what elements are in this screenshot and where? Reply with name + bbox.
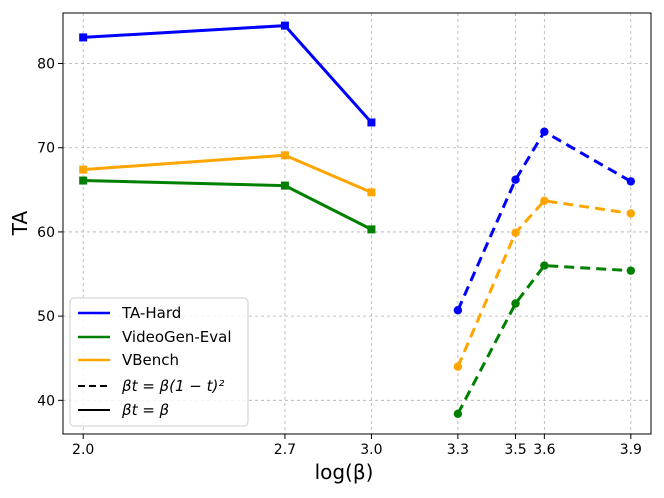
legend-label-ta-hard: TA-Hard xyxy=(121,304,181,322)
data-point xyxy=(540,127,549,136)
plot-area-frame xyxy=(62,12,652,435)
data-point xyxy=(367,118,376,127)
data-point xyxy=(367,188,376,197)
series-line xyxy=(456,264,631,415)
x-tick-label: 3.5 xyxy=(504,442,526,458)
y-axis-label: TA xyxy=(8,211,32,237)
data-point xyxy=(626,177,636,186)
x-tick-label: 3.9 xyxy=(620,442,642,458)
legend-box xyxy=(69,297,249,427)
legend-label-solid-schedule: βt = β xyxy=(121,401,170,419)
data-point xyxy=(453,362,463,371)
data-point xyxy=(540,261,549,270)
y-tick-label: 60 xyxy=(37,225,55,241)
legend: TA-Hard VideoGen-Eval VBench βt = β(1 − … xyxy=(69,297,249,427)
data-point xyxy=(79,33,88,42)
series-videogen-eval-quadratic xyxy=(453,261,636,418)
series-videogen-eval-constant xyxy=(79,176,376,234)
series-line xyxy=(83,24,373,124)
y-tick-label: 70 xyxy=(37,141,55,157)
x-tick-label: 3.0 xyxy=(360,442,382,458)
y-tick-label: 50 xyxy=(37,309,55,325)
series-line xyxy=(456,199,632,368)
series-line xyxy=(456,130,632,311)
x-tick-label: 2.7 xyxy=(274,442,296,458)
x-tick-label: 3.3 xyxy=(447,442,469,458)
data-point xyxy=(453,409,463,418)
series-ta-hard-constant xyxy=(79,21,376,127)
series-ta-hard-quadratic xyxy=(453,127,636,315)
data-point xyxy=(367,225,376,234)
data-point xyxy=(79,165,88,174)
data-point xyxy=(626,209,636,218)
x-tick-label: 2.0 xyxy=(72,442,94,458)
legend-label-dashed-schedule: βt = β(1 − t)² xyxy=(121,377,224,395)
legend-label-videogen-eval: VideoGen-Eval xyxy=(122,328,232,346)
data-point xyxy=(511,228,520,237)
data-point xyxy=(280,21,289,30)
series-line xyxy=(83,153,373,194)
series-vbench-quadratic xyxy=(453,196,636,371)
data-point xyxy=(511,299,520,308)
y-axis-ticks: 40 50 60 70 80 xyxy=(37,57,63,409)
x-axis-label: log(β) xyxy=(315,460,374,484)
data-point xyxy=(626,266,636,275)
y-tick-label: 40 xyxy=(37,393,55,409)
data-point xyxy=(453,306,463,315)
legend-label-vbench: VBench xyxy=(122,351,179,369)
x-axis-ticks: 2.0 2.7 3.0 3.3 3.5 3.6 3.9 xyxy=(72,434,642,458)
series-line xyxy=(83,179,373,231)
data-point xyxy=(280,151,289,160)
data-point xyxy=(540,196,549,205)
data-point xyxy=(79,176,88,185)
data-point xyxy=(511,175,520,184)
data-series xyxy=(79,21,636,418)
y-tick-label: 80 xyxy=(37,57,55,73)
series-vbench-constant xyxy=(79,151,376,197)
x-tick-label: 3.6 xyxy=(533,442,555,458)
data-point xyxy=(280,181,289,190)
